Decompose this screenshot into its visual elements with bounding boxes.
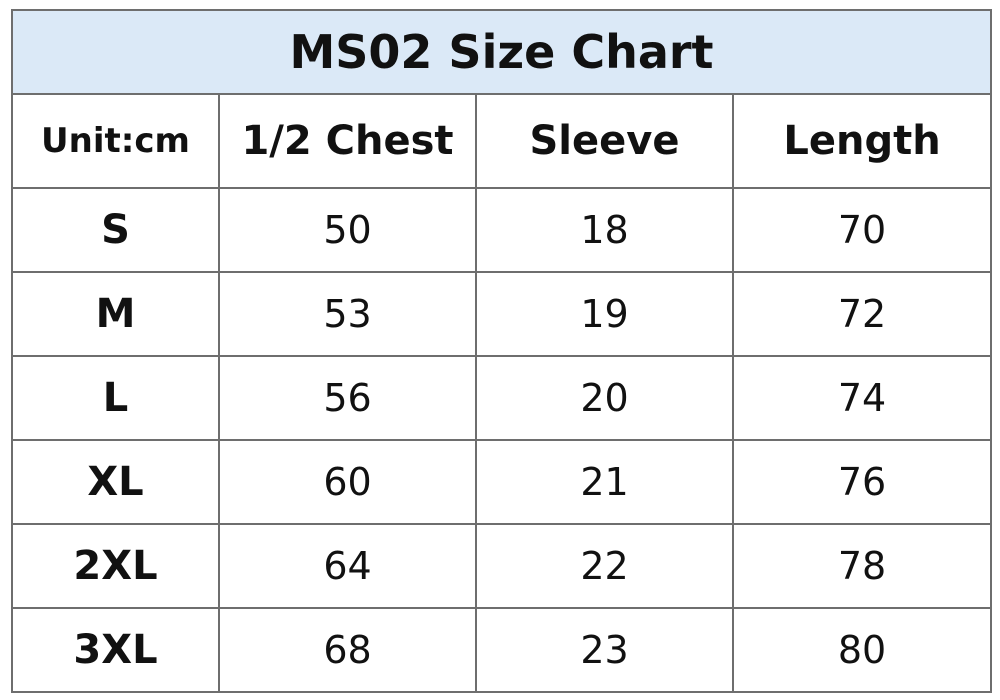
sleeve-value: 18 [475,187,734,273]
chest-value: 64 [218,523,477,609]
table-row: M 53 19 72 [11,271,993,357]
chest-value: 53 [218,271,477,357]
table-row: S 50 18 70 [11,187,993,273]
size-label: S [11,187,220,273]
header-chest: 1/2 Chest [218,93,477,189]
header-unit: Unit:cm [11,93,220,189]
chest-value: 50 [218,187,477,273]
header-sleeve: Sleeve [475,93,734,189]
sleeve-value: 19 [475,271,734,357]
sleeve-value: 23 [475,607,734,693]
size-label: M [11,271,220,357]
sleeve-value: 21 [475,439,734,525]
chart-title: MS02 Size Chart [10,9,993,95]
size-label: L [11,355,220,441]
header-length: Length [731,93,993,189]
chest-value: 68 [218,607,477,693]
chest-value: 60 [218,439,477,525]
sleeve-value: 20 [475,355,734,441]
length-value: 70 [731,187,993,273]
length-value: 80 [731,607,993,693]
size-chart-table: MS02 Size Chart Unit:cm 1/2 Chest Sleeve… [10,9,993,693]
header-row: Unit:cm 1/2 Chest Sleeve Length [11,93,993,189]
table-row: XL 60 21 76 [11,439,993,525]
size-label: XL [11,439,220,525]
length-value: 76 [731,439,993,525]
chest-value: 56 [218,355,477,441]
length-value: 72 [731,271,993,357]
title-row: MS02 Size Chart [10,9,993,95]
table-row: L 56 20 74 [11,355,993,441]
size-label: 3XL [11,607,220,693]
table-row: 2XL 64 22 78 [11,523,993,609]
sleeve-value: 22 [475,523,734,609]
length-value: 78 [731,523,993,609]
size-label: 2XL [11,523,220,609]
length-value: 74 [731,355,993,441]
table-row: 3XL 68 23 80 [11,607,993,693]
